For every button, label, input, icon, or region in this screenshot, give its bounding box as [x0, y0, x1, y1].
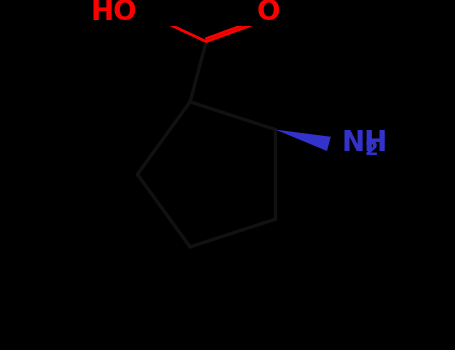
Text: O: O: [256, 0, 280, 26]
Text: NH: NH: [342, 129, 388, 157]
Polygon shape: [275, 130, 331, 151]
Text: 2: 2: [365, 140, 379, 159]
Text: HO: HO: [90, 0, 136, 26]
